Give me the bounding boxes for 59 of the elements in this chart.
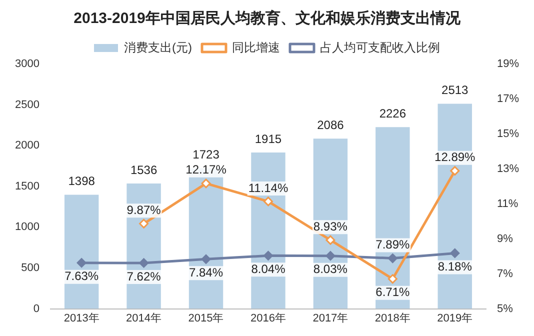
data-label: 9.87% [126, 202, 162, 217]
legend-label: 同比增速 [232, 40, 280, 54]
x-tick-label: 2016年 [250, 312, 286, 324]
point [388, 274, 398, 284]
x-tick-label: 2019年 [437, 312, 473, 324]
point [450, 248, 460, 258]
y2-tick-label: 7% [496, 268, 514, 280]
y-tick-label: 1500 [14, 180, 40, 192]
y-tick-label: 1000 [14, 221, 40, 234]
y2-tick-label: 17% [496, 93, 520, 106]
x-tick-label: 2018年 [374, 312, 410, 324]
data-label: 12.17% [186, 162, 227, 177]
y2-tick-label: 9% [496, 232, 514, 245]
y-tick-label: 2000 [14, 140, 40, 152]
y2-tick-label: 19% [496, 58, 520, 70]
y-tick-label: 2500 [14, 98, 40, 111]
y-tick-label: 500 [21, 262, 40, 274]
point [263, 250, 273, 260]
point [388, 254, 398, 264]
point [139, 218, 149, 228]
y-tick-label: 0 [33, 302, 40, 315]
x-tick-label: 2014年 [126, 312, 162, 324]
data-label: 7.62% [126, 269, 162, 284]
y2-tick-label: 15% [496, 128, 520, 140]
data-label: 11.14% [248, 180, 288, 195]
data-label: 8.93% [313, 219, 348, 234]
data-label: 6.71% [376, 285, 410, 300]
data-label: 2513 [442, 83, 469, 98]
point [450, 166, 460, 176]
y2-tick-label: 11% [496, 198, 518, 210]
data-label: 1723 [192, 148, 220, 162]
y2-tick-label: 13% [496, 162, 520, 175]
point [326, 251, 336, 261]
point [201, 254, 211, 264]
x-tick-label: 2013年 [64, 312, 100, 324]
legend-label: 占人均可支配收入比例 [320, 40, 440, 54]
data-label: 1915 [254, 132, 282, 146]
x-tick-label: 2017年 [312, 312, 348, 324]
legend-label: 消费支出(元) [124, 40, 192, 54]
data-label: 8.04% [251, 262, 286, 276]
data-label: 8.03% [313, 262, 348, 276]
point [263, 196, 273, 206]
data-label: 1398 [68, 174, 96, 188]
data-label: 7.84% [188, 265, 224, 280]
point [326, 235, 336, 245]
data-label: 2226 [379, 106, 406, 120]
point [201, 178, 211, 188]
data-label: 7.89% [376, 238, 410, 252]
y2-tick-label: 5% [496, 302, 514, 315]
y-tick-label: 3000 [14, 58, 40, 70]
data-label: 7.63% [64, 269, 99, 284]
data-label: 12.89% [434, 150, 476, 164]
data-label: 1536 [130, 162, 158, 177]
chart-title: 2013-2019年中国居民人均教育、文化和娱乐消费支出情况 [74, 9, 462, 28]
point [76, 258, 86, 268]
point [139, 258, 149, 268]
x-tick-label: 2015年 [188, 312, 224, 324]
data-label: 2086 [317, 118, 344, 132]
data-label: 8.18% [438, 260, 472, 274]
